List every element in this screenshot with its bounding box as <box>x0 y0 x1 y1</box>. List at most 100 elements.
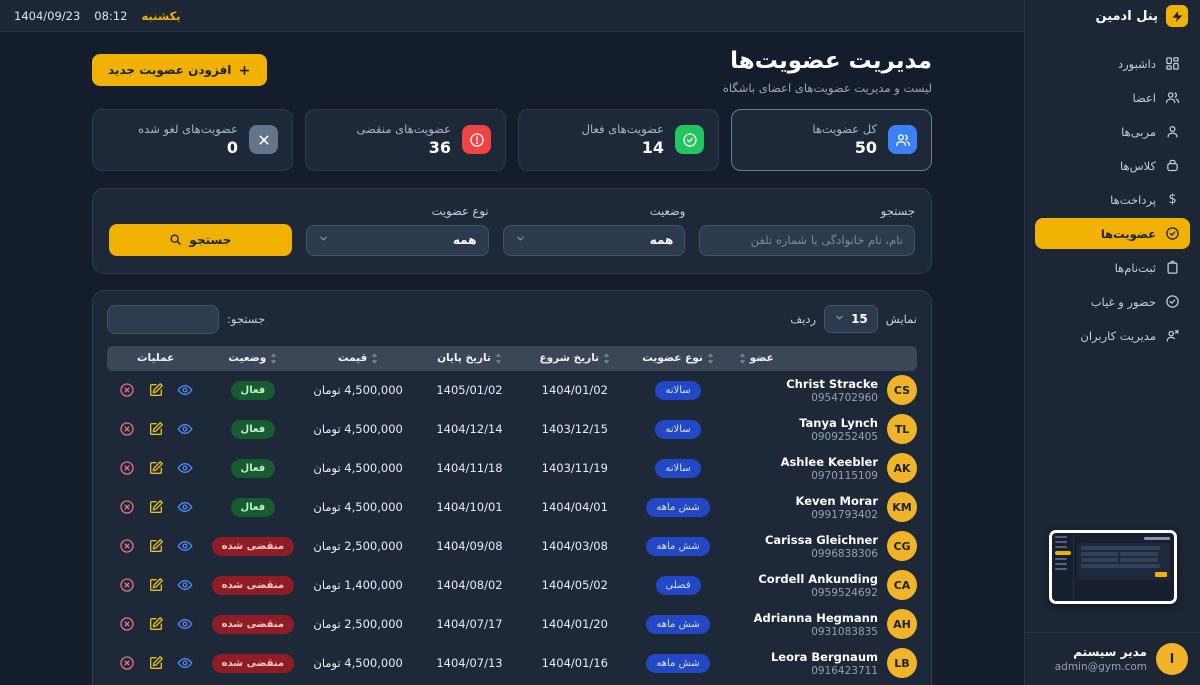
eye-icon <box>177 463 193 474</box>
avatar: LB <box>887 648 917 679</box>
end-date: 1404/07/17 <box>436 617 503 632</box>
start-date: 1404/05/02 <box>541 578 608 593</box>
edit-button[interactable] <box>148 382 164 398</box>
delete-button[interactable] <box>119 460 135 476</box>
sidebar-item-user-management[interactable]: مدیریت کاربران <box>1035 320 1190 351</box>
edit-button[interactable] <box>148 616 164 632</box>
sidebar-item-memberships[interactable]: عضویت‌ها <box>1035 218 1190 249</box>
status-badge: فعال <box>230 419 276 439</box>
sidebar-item-members[interactable]: اعضا <box>1035 82 1190 113</box>
price: 4,500,000 تومان <box>313 383 403 398</box>
stat-card-expired: عضویت‌های منقضی 36 <box>305 108 506 171</box>
view-button[interactable] <box>177 421 193 437</box>
delete-button[interactable] <box>119 616 135 632</box>
table-header: عضو نوع عضویت تاریخ شروع تاریخ پایان قیم… <box>107 345 917 371</box>
delete-button[interactable] <box>119 655 135 671</box>
add-membership-button[interactable]: افزودن عضویت جدید <box>92 54 268 86</box>
page-size-select[interactable]: 15 <box>824 305 878 334</box>
edit-button[interactable] <box>148 460 164 476</box>
member-phone: 0909252405 <box>811 430 878 443</box>
brand-title: پنل ادمین <box>1095 8 1159 24</box>
table-row: KM Keven Morar 0991793402 شش ماهه 1404/0… <box>107 488 917 527</box>
avatar: AK <box>887 453 917 484</box>
membership-type-select[interactable]: همه <box>305 224 489 256</box>
member-phone: 0916423711 <box>811 664 878 677</box>
membership-type-badge: شش ماهه <box>646 536 710 556</box>
current-user[interactable]: ا مدیر سیستم admin@gym.com <box>1025 632 1200 685</box>
member-phone: 0996838306 <box>811 547 878 560</box>
edit-button[interactable] <box>148 499 164 515</box>
user-settings-icon <box>1166 329 1179 342</box>
search-icon <box>170 234 182 245</box>
sort-icon[interactable] <box>603 352 610 364</box>
view-button[interactable] <box>177 616 193 632</box>
check-circle-icon <box>1166 295 1179 308</box>
sidebar-item-payments[interactable]: $ پرداخت‌ها <box>1035 184 1190 215</box>
table-row: CS Christ Stracke 0954702960 سالانه 1404… <box>107 371 917 410</box>
sidebar-item-label: عضویت‌ها <box>1100 226 1156 241</box>
price: 2,500,000 تومان <box>313 617 403 632</box>
member-name: Cordell Ankunding <box>758 571 878 586</box>
plus-icon <box>240 65 250 75</box>
sort-icon[interactable] <box>270 352 277 364</box>
price: 2,500,000 تومان <box>313 539 403 554</box>
delete-button[interactable] <box>119 382 135 398</box>
view-button[interactable] <box>177 460 193 476</box>
sidebar-item-trainers[interactable]: مربی‌ها <box>1035 116 1190 147</box>
eye-icon <box>177 580 193 591</box>
member-name: Leora Bergnaum <box>770 649 878 664</box>
edit-button[interactable] <box>148 421 164 437</box>
member-name: Adrianna Hegmann <box>753 610 878 625</box>
content: مدیریت عضویت‌ها لیست و مدیریت عضویت‌های … <box>0 32 1024 685</box>
table-row: CG Carissa Gleichner 0996838306 شش ماهه … <box>107 527 917 566</box>
sidebar-item-dashboard[interactable]: داشبورد <box>1035 48 1190 79</box>
eye-icon <box>177 502 193 513</box>
sort-icon[interactable] <box>495 352 502 364</box>
view-button[interactable] <box>177 577 193 593</box>
edit-icon <box>149 461 163 475</box>
sidebar-item-label: مربی‌ها <box>1121 124 1156 139</box>
sidebar-item-attendance[interactable]: حضور و غیاب <box>1035 286 1190 317</box>
sort-icon[interactable] <box>707 352 714 364</box>
edit-button[interactable] <box>148 538 164 554</box>
datetime: یکشنبه 08:12 1404/09/23 <box>14 9 181 23</box>
edit-button[interactable] <box>148 577 164 593</box>
member-phone: 0991793402 <box>811 508 878 521</box>
delete-button[interactable] <box>119 499 135 515</box>
sidebar-item-registrations[interactable]: ثبت‌نام‌ها <box>1035 252 1190 283</box>
view-button[interactable] <box>177 538 193 554</box>
status-select[interactable]: همه <box>502 224 686 256</box>
quick-search-input[interactable] <box>107 304 219 334</box>
delete-button[interactable] <box>119 538 135 554</box>
sidebar-item-label: حضور و غیاب <box>1090 294 1156 309</box>
sidebar: پنل ادمین داشبورد اعضا مربی‌ها کلاس‌ها $… <box>1024 0 1200 685</box>
sidebar-item-label: داشبورد <box>1117 56 1156 71</box>
member-phone: 0959524692 <box>811 586 878 599</box>
member-name: Tanya Lynch <box>799 415 878 430</box>
stat-card-total: کل عضویت‌ها 50 <box>731 108 932 171</box>
membership-type-badge: فصلی <box>655 575 701 595</box>
user-email: admin@gym.com <box>1054 661 1147 673</box>
search-button[interactable]: جستجو <box>109 223 292 256</box>
edit-button[interactable] <box>148 655 164 671</box>
user-name: مدیر سیستم <box>1073 645 1147 659</box>
screen-preview-thumbnail[interactable] <box>1048 530 1177 604</box>
stat-label: عضویت‌های منقضی <box>356 122 452 137</box>
view-button[interactable] <box>177 655 193 671</box>
sort-icon[interactable] <box>739 352 746 364</box>
membership-type-badge: سالانه <box>655 458 701 478</box>
lightning-icon <box>1166 5 1188 27</box>
view-button[interactable] <box>177 499 193 515</box>
search-input[interactable] <box>699 224 915 256</box>
sort-icon[interactable] <box>371 352 378 364</box>
brand: پنل ادمین <box>1025 0 1200 32</box>
member-name: Christ Stracke <box>786 376 878 391</box>
x-circle-icon <box>119 383 134 397</box>
status-badge: منقضی شده <box>211 614 295 634</box>
status-badge: منقضی شده <box>211 653 295 673</box>
member-phone: 0954702960 <box>811 391 878 404</box>
delete-button[interactable] <box>119 421 135 437</box>
view-button[interactable] <box>177 382 193 398</box>
delete-button[interactable] <box>119 577 135 593</box>
sidebar-item-classes[interactable]: کلاس‌ها <box>1035 150 1190 181</box>
